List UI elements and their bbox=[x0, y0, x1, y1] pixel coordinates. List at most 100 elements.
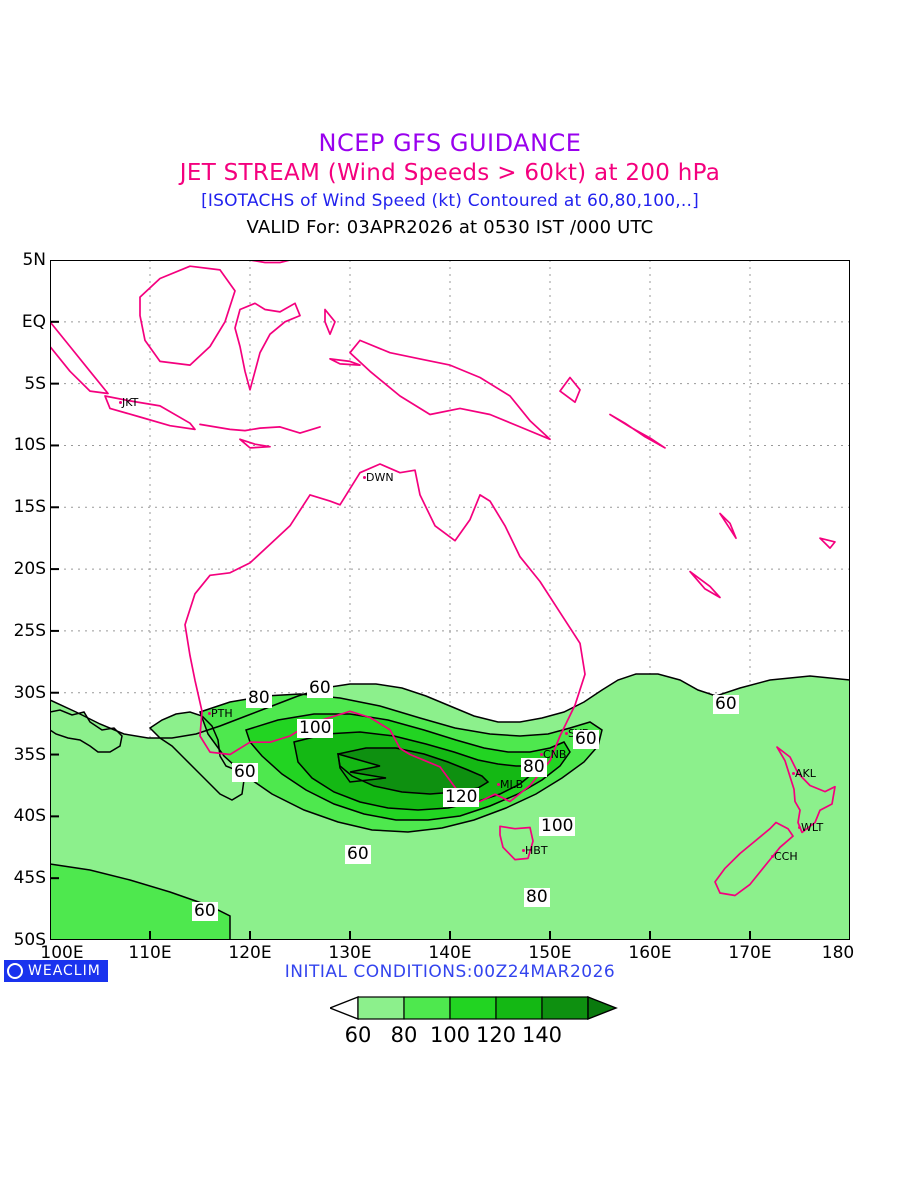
colorbar-swatch-80 bbox=[403, 996, 451, 1020]
weaclim-logo-icon bbox=[7, 963, 23, 979]
weaclim-badge[interactable]: WEACLIM bbox=[4, 960, 108, 982]
contour-label-60: 60 bbox=[573, 729, 599, 749]
coastline-segment bbox=[819, 537, 836, 549]
city-marker-akl bbox=[792, 772, 795, 775]
colorbar-tick-100: 100 bbox=[429, 1023, 471, 1047]
contour-label-80: 80 bbox=[524, 887, 550, 907]
x-tick-180: 180 bbox=[821, 943, 855, 963]
coastline-segment bbox=[776, 746, 836, 834]
map-plot-area: JKTDWNPTHSYDCNBMLBHBTAKLWLTCCH 608010060… bbox=[50, 260, 850, 940]
y-tick-30S: 30S bbox=[13, 682, 46, 703]
city-marker-wlt bbox=[798, 826, 801, 829]
city-marker-syd bbox=[565, 732, 568, 735]
colorbar-low-arrow bbox=[328, 995, 359, 1021]
contour-label-80: 80 bbox=[246, 688, 272, 708]
initial-conditions-text: INITIAL CONDITIONS:00Z24MAR2026 bbox=[284, 962, 616, 982]
x-tick-100E: 100E bbox=[40, 943, 84, 963]
title-block: NCEP GFS GUIDANCE JET STREAM (Wind Speed… bbox=[0, 128, 900, 242]
coastline-segment bbox=[499, 825, 534, 861]
y-tick-5S: 5S bbox=[24, 373, 46, 394]
contour-label-60: 60 bbox=[232, 762, 258, 782]
coastline-segment bbox=[714, 821, 794, 897]
colorbar-swatch-100 bbox=[449, 996, 497, 1020]
y-tick-50S: 50S bbox=[13, 930, 46, 950]
city-marker-pth bbox=[208, 712, 211, 715]
coastline-segment bbox=[249, 260, 294, 264]
colorbar-tick-60: 60 bbox=[344, 1023, 372, 1047]
y-tick-45S: 45S bbox=[13, 868, 46, 889]
coastline-segment bbox=[234, 302, 301, 391]
colorbar-swatch-140 bbox=[541, 996, 589, 1020]
colorbar-swatch-120 bbox=[495, 996, 543, 1020]
contour-label-60: 60 bbox=[345, 844, 371, 864]
colorbar-swatches bbox=[328, 995, 618, 1021]
contour-outline bbox=[293, 731, 533, 811]
x-tick-170E: 170E bbox=[728, 943, 772, 963]
contour-label-120: 120 bbox=[443, 787, 480, 807]
coastline-segment bbox=[349, 339, 551, 441]
colorbar-tick-140: 140 bbox=[521, 1023, 563, 1047]
weaclim-label: WEACLIM bbox=[28, 963, 101, 979]
coastline-segment bbox=[199, 423, 321, 434]
x-tick-150E: 150E bbox=[528, 943, 572, 963]
x-tick-120E: 120E bbox=[228, 943, 272, 963]
y-tick-35S: 35S bbox=[13, 744, 46, 765]
chart-subtitle-isotachs: [ISOTACHS of Wind Speed (kt) Contoured a… bbox=[201, 191, 699, 211]
coastline-segment bbox=[689, 570, 721, 599]
colorbar-tick-80: 80 bbox=[390, 1023, 418, 1047]
y-tick-EQ: EQ bbox=[21, 311, 46, 332]
colorbar: 60 80 100 120 140 bbox=[328, 995, 620, 1051]
city-label-cnb: CNB bbox=[543, 748, 567, 761]
city-marker-cnb bbox=[540, 753, 543, 756]
coastline-segment bbox=[184, 463, 586, 803]
coastline-segment bbox=[559, 376, 581, 404]
city-label-hbt: HBT bbox=[525, 844, 548, 857]
coastline-segment bbox=[104, 395, 196, 431]
city-label-jkt: JKT bbox=[122, 396, 139, 409]
contour-label-100: 100 bbox=[539, 816, 576, 836]
y-tick-5N: 5N bbox=[22, 250, 46, 270]
x-tick-160E: 160E bbox=[628, 943, 672, 963]
coastline-segment bbox=[609, 413, 666, 449]
contour-label-80: 80 bbox=[521, 757, 547, 777]
y-tick-10S: 10S bbox=[13, 435, 46, 456]
x-tick-130E: 130E bbox=[328, 943, 372, 963]
y-tick-40S: 40S bbox=[13, 806, 46, 827]
contour-label-60: 60 bbox=[307, 678, 333, 698]
x-axis: 100E 110E 120E 130E 140E 150E 160E 170E 180 bbox=[0, 945, 900, 967]
isotach-map bbox=[50, 260, 850, 940]
y-tick-15S: 15S bbox=[13, 497, 46, 518]
isotach-band-80 bbox=[50, 864, 230, 940]
contour-label-100: 100 bbox=[297, 718, 334, 738]
colorbar-swatch-60 bbox=[357, 996, 405, 1020]
contour-outline bbox=[337, 752, 387, 783]
city-label-mlb: MLB bbox=[500, 778, 524, 791]
city-marker-jkt bbox=[119, 401, 122, 404]
coastlines bbox=[50, 260, 836, 897]
city-label-dwn: DWN bbox=[366, 471, 394, 484]
city-marker-cch bbox=[771, 855, 774, 858]
x-tick-110E: 110E bbox=[128, 943, 172, 963]
contour-label-60: 60 bbox=[192, 901, 218, 921]
x-tick-140E: 140E bbox=[428, 943, 472, 963]
coastline-segment bbox=[50, 320, 109, 395]
chart-title-agency: NCEP GFS GUIDANCE bbox=[318, 129, 582, 157]
coastline-segment bbox=[239, 438, 271, 449]
city-marker-mlb bbox=[497, 783, 500, 786]
colorbar-tick-120: 120 bbox=[475, 1023, 517, 1047]
contour-label-60: 60 bbox=[713, 694, 739, 714]
coastline-segment bbox=[324, 308, 336, 336]
city-marker-hbt bbox=[522, 849, 525, 852]
chart-valid-time: VALID For: 03APR2026 at 0530 IST /000 UT… bbox=[246, 217, 654, 238]
city-marker-dwn bbox=[363, 476, 366, 479]
contour-outline bbox=[245, 713, 571, 821]
contour-outline bbox=[199, 693, 603, 833]
contour-outline bbox=[50, 673, 850, 940]
coastline-segment bbox=[329, 358, 361, 366]
city-label-akl: AKL bbox=[795, 767, 816, 780]
y-tick-20S: 20S bbox=[13, 559, 46, 580]
colorbar-high-arrow bbox=[587, 995, 618, 1021]
city-label-wlt: WLT bbox=[801, 821, 824, 834]
y-axis: 5N EQ 5S 10S 15S 20S 25S 30S 35S 40S 45S 50S bbox=[0, 252, 46, 949]
chart-title-product: JET STREAM (Wind Speeds > 60kt) at 200 h… bbox=[179, 160, 721, 186]
